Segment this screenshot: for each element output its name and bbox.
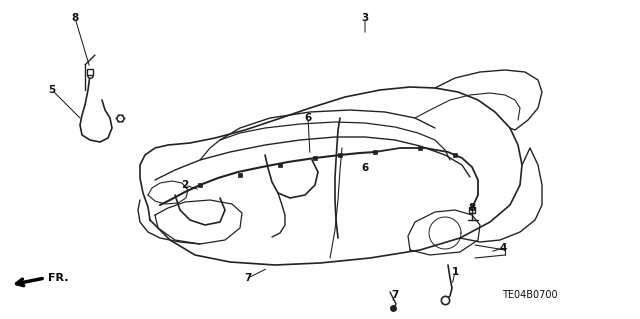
Text: 6: 6 bbox=[305, 113, 312, 123]
Text: 8: 8 bbox=[468, 203, 476, 213]
Text: 1: 1 bbox=[451, 267, 459, 277]
Text: FR.: FR. bbox=[48, 273, 68, 283]
Text: 5: 5 bbox=[49, 85, 56, 95]
Text: 8: 8 bbox=[72, 13, 79, 23]
Text: 6: 6 bbox=[362, 163, 369, 173]
Text: 7: 7 bbox=[391, 290, 399, 300]
Text: 7: 7 bbox=[244, 273, 252, 283]
Text: TE04B0700: TE04B0700 bbox=[502, 290, 558, 300]
Text: 3: 3 bbox=[362, 13, 369, 23]
Text: 2: 2 bbox=[181, 180, 189, 190]
Text: 4: 4 bbox=[499, 243, 507, 253]
